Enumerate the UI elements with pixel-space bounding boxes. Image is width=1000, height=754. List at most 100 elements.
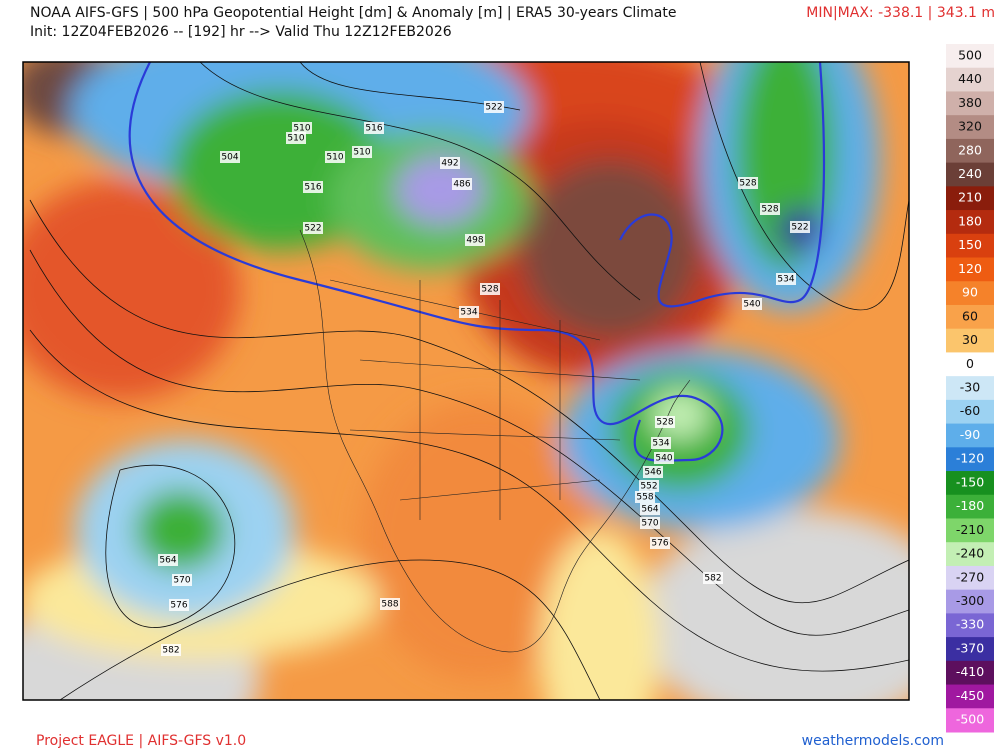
contour-label: 528 (481, 285, 498, 295)
colorbar-cell (946, 660, 994, 686)
contour-label-box (655, 416, 675, 428)
contour-label: 540 (743, 300, 760, 310)
colorbar-label: 60 (962, 308, 978, 323)
contour-label-box (325, 151, 345, 163)
colorbar-cell (946, 708, 994, 733)
contour-label-box (459, 306, 479, 318)
colorbar-cell (946, 613, 994, 638)
contour-label: 522 (791, 223, 808, 233)
colorbar-cell (946, 328, 994, 353)
contour-label-box (465, 234, 485, 246)
colorbar-cell (946, 138, 994, 164)
contour-label-box (380, 598, 400, 610)
colorbar-cell (946, 281, 994, 306)
colorbar-label: -150 (956, 474, 984, 489)
colorbar-cell (946, 376, 994, 401)
colorbar-label: 210 (958, 190, 982, 205)
colorbar-cell (946, 423, 994, 448)
colorbar-label: -90 (960, 427, 980, 442)
contour-label: 510 (353, 148, 370, 158)
contour-label: 534 (777, 275, 794, 285)
contour-label-box (480, 283, 500, 295)
contour-label: 510 (326, 153, 343, 163)
colorbar-label: 0 (966, 356, 974, 371)
contour-label: 582 (704, 574, 721, 584)
contour-label: 576 (170, 601, 187, 611)
contour-label: 564 (641, 505, 658, 515)
contour-label: 582 (162, 646, 179, 656)
contour-label-box (303, 181, 323, 193)
contour-label-box (158, 554, 178, 566)
colorbar-label: 120 (958, 261, 982, 276)
footer-left: Project EAGLE | AIFS-GFS v1.0 (36, 733, 246, 749)
contour-label: 534 (652, 439, 669, 449)
colorbar-cell (946, 637, 994, 662)
colorbar-label: -450 (956, 688, 984, 703)
title: NOAA AIFS-GFS | 500 hPa Geopotential Hei… (30, 5, 676, 21)
colorbar-label: 180 (958, 213, 982, 228)
colorbar-label: 440 (958, 71, 982, 86)
contour-label: 528 (761, 205, 778, 215)
contour-label: 486 (453, 180, 470, 190)
contour-label: 528 (656, 418, 673, 428)
contour-label: 492 (441, 159, 458, 169)
colorbar-cell (946, 91, 994, 116)
colorbar-cell (946, 67, 994, 92)
colorbar-label: -60 (960, 403, 980, 418)
contour-label-box (643, 466, 663, 478)
contour-label-box (440, 157, 460, 169)
contour-label-box (161, 644, 181, 656)
colorbar-cell (946, 186, 994, 211)
contour-label: 528 (739, 179, 756, 189)
colorbar-label: -500 (956, 712, 984, 727)
colorbar-label: -410 (956, 664, 984, 679)
contour-label: 552 (640, 482, 657, 492)
contour-label: 510 (293, 124, 310, 134)
contour-label: 516 (365, 124, 382, 134)
contour-label: 588 (381, 600, 398, 610)
contour-label-box (303, 222, 323, 234)
contour-label-box (292, 122, 312, 134)
contour-label-box (220, 151, 240, 163)
contour-label: 576 (651, 539, 668, 549)
contour-label-box (352, 146, 372, 158)
contour-label: 540 (655, 454, 672, 464)
contour-label: 522 (304, 224, 321, 234)
contour-label: 534 (460, 308, 477, 318)
colorbar: 500 440 380 320 280 240 210 180 150 120 90 60 30 0 -30… (946, 44, 994, 733)
colorbar-label: -210 (956, 522, 984, 537)
contour-label-box (364, 122, 384, 134)
contour-label: 504 (221, 153, 238, 163)
colorbar-label: -330 (956, 617, 984, 632)
contour-label-box (640, 517, 660, 529)
contour-label-box (452, 178, 472, 190)
colorbar-label: 150 (958, 237, 982, 252)
contour-label-box (651, 437, 671, 449)
footer-right: weathermodels.com (802, 733, 944, 749)
contour-label: 522 (485, 103, 502, 113)
colorbar-cell (946, 589, 994, 614)
contour-label: 564 (159, 556, 176, 566)
colorbar-label: -120 (956, 451, 984, 466)
init-line: Init: 12Z04FEB2026 -- [192] hr --> Valid… (30, 24, 452, 40)
colorbar-label: -300 (956, 593, 984, 608)
contour-label-box (760, 203, 780, 215)
contour-label-box (639, 480, 659, 492)
colorbar-cell (946, 542, 994, 567)
colorbar-label: -370 (956, 640, 984, 655)
colorbar-cell (946, 304, 994, 330)
contour-label-box (742, 298, 762, 310)
colorbar-label: -180 (956, 498, 984, 513)
colorbar-cell (946, 518, 994, 543)
contour-label-box (654, 452, 674, 464)
colorbar-label: -30 (960, 380, 980, 395)
colorbar-cell (946, 684, 994, 709)
colorbar-cell (946, 352, 994, 377)
contour-label-box (169, 599, 189, 611)
colorbar-label: 30 (962, 332, 978, 347)
colorbar-label: 320 (958, 119, 982, 134)
contour-label-box (640, 503, 660, 515)
contour-label: 546 (644, 468, 661, 478)
